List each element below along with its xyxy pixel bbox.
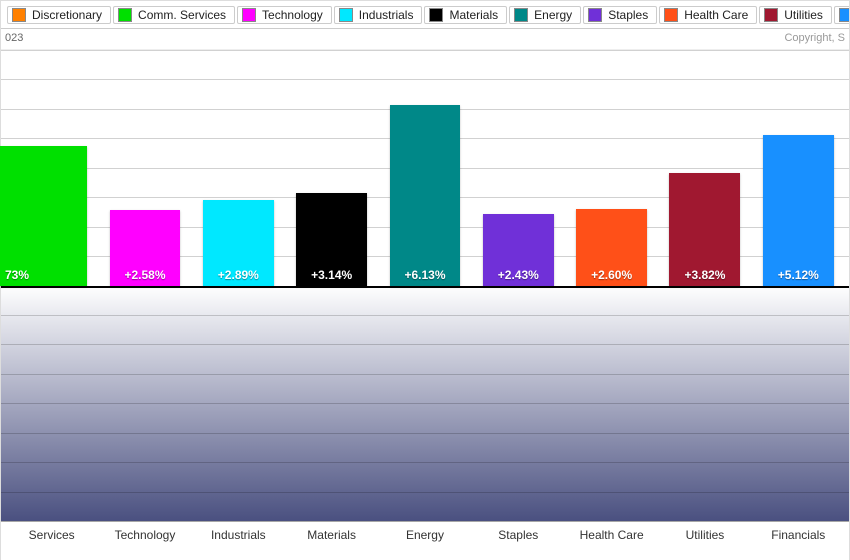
x-tick-label: Financials — [752, 522, 845, 560]
bar-slot: +5.12% — [752, 50, 845, 521]
legend-label: Industrials — [359, 8, 414, 22]
legend-label: Materials — [449, 8, 498, 22]
x-tick-label: Utilities — [658, 522, 751, 560]
legend-swatch — [764, 8, 778, 22]
bar[interactable] — [763, 135, 834, 286]
x-tick-label: Services — [5, 522, 98, 560]
legend-label: Staples — [608, 8, 648, 22]
bar[interactable] — [669, 173, 740, 285]
legend-swatch — [429, 8, 443, 22]
legend-swatch — [12, 8, 26, 22]
legend-item[interactable]: Energy — [509, 6, 581, 24]
x-tick-label: Industrials — [192, 522, 285, 560]
legend-label: Technology — [262, 8, 323, 22]
legend-swatch — [118, 8, 132, 22]
bar[interactable] — [0, 146, 87, 285]
bar-slot: +6.13% — [378, 50, 471, 521]
date-label: 023 — [5, 32, 23, 44]
legend-label: Health Care — [684, 8, 748, 22]
legend-item[interactable]: Materials — [424, 6, 507, 24]
bar-slot: 73% — [5, 50, 98, 521]
x-tick-label: Energy — [378, 522, 471, 560]
bar-slot: +2.58% — [98, 50, 191, 521]
legend-item[interactable]: Comm. Services — [113, 6, 235, 24]
bar-slot: +2.89% — [192, 50, 285, 521]
legend-swatch — [339, 8, 353, 22]
legend-label: Energy — [534, 8, 572, 22]
legend-item[interactable]: Discretionary — [7, 6, 111, 24]
legend-item[interactable]: Utilities — [759, 6, 832, 24]
x-tick-label: Materials — [285, 522, 378, 560]
legend-swatch — [514, 8, 528, 22]
legend-label: Discretionary — [32, 8, 102, 22]
legend-swatch — [588, 8, 602, 22]
x-tick-label: Staples — [472, 522, 565, 560]
legend-item[interactable]: Staples — [583, 6, 657, 24]
bar[interactable] — [110, 210, 181, 286]
bar-slot: +2.43% — [472, 50, 565, 521]
legend-swatch — [242, 8, 256, 22]
bar-slot: +3.14% — [285, 50, 378, 521]
meta-row: 023 Copyright, S — [1, 29, 849, 49]
legend-item[interactable]: Health Care — [659, 6, 757, 24]
legend-swatch — [664, 8, 678, 22]
x-axis: ServicesTechnologyIndustrialsMaterialsEn… — [1, 521, 849, 560]
legend-swatch — [839, 8, 849, 22]
x-tick-label: Technology — [98, 522, 191, 560]
legend-label: Utilities — [784, 8, 823, 22]
chart-area: 73%+2.58%+2.89%+3.14%+6.13%+2.43%+2.60%+… — [1, 49, 849, 521]
bars-container: 73%+2.58%+2.89%+3.14%+6.13%+2.43%+2.60%+… — [1, 50, 849, 521]
x-tick-label: Health Care — [565, 522, 658, 560]
legend-item[interactable]: Financials — [834, 6, 849, 24]
legend-bar: Discretionary Comm. Services Technology Ind… — [1, 1, 849, 29]
copyright-label: Copyright, S — [784, 32, 845, 44]
bar[interactable] — [203, 200, 274, 285]
bar[interactable] — [483, 214, 554, 286]
bar[interactable] — [296, 193, 367, 285]
bar[interactable] — [576, 209, 647, 286]
bar-slot: +2.60% — [565, 50, 658, 521]
legend-label: Comm. Services — [138, 8, 226, 22]
legend-item[interactable]: Technology — [237, 6, 332, 24]
bar[interactable] — [390, 105, 461, 285]
bar-slot: +3.82% — [658, 50, 751, 521]
legend-item[interactable]: Industrials — [334, 6, 423, 24]
